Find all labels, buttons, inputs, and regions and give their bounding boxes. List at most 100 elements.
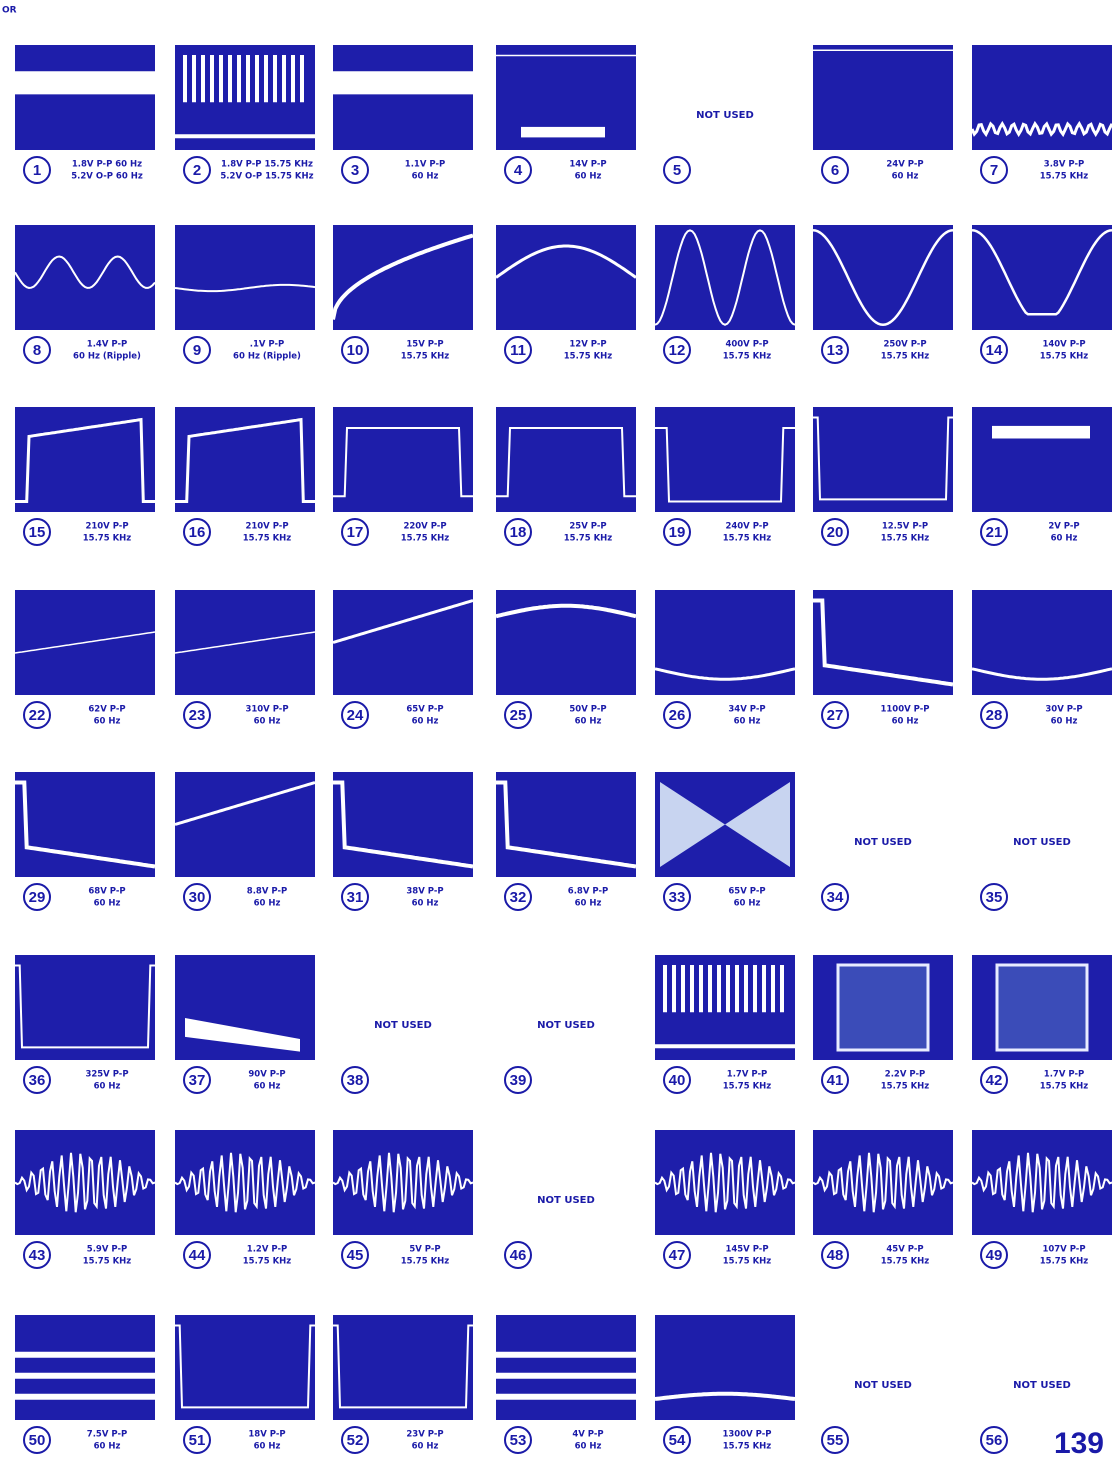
number-circle <box>663 1241 691 1269</box>
caption: 50V P-P <box>569 705 606 715</box>
item-number: 2 <box>193 162 201 179</box>
trace <box>521 126 605 138</box>
scope-screen <box>655 1130 795 1235</box>
item-number: 45 <box>347 1247 364 1264</box>
scope-screen <box>333 772 473 877</box>
caption: 60 Hz <box>94 717 121 727</box>
number-circle <box>183 156 211 184</box>
caption: 145V P-P <box>725 1245 768 1255</box>
number-circle <box>23 518 51 546</box>
scope-screen <box>15 772 155 877</box>
trace <box>995 963 1089 1052</box>
number-circle <box>821 1066 849 1094</box>
trace <box>717 965 721 1013</box>
trace <box>663 965 667 1013</box>
trace <box>495 603 637 619</box>
not-used-label: NOT USED <box>1013 1380 1071 1391</box>
number-circle <box>504 1426 532 1454</box>
trace <box>219 55 223 103</box>
trace <box>175 417 315 503</box>
not-used-label: NOT USED <box>1013 837 1071 848</box>
caption: 15.75 KHz <box>243 534 292 544</box>
trace <box>14 255 156 290</box>
not-used-label: NOT USED <box>854 1380 912 1391</box>
caption: 15.75 KHz <box>401 1257 450 1267</box>
scope-screen <box>496 772 636 877</box>
caption: 1.1V P-P <box>405 160 445 170</box>
item-number: 44 <box>189 1247 206 1264</box>
caption: 60 Hz (Ripple) <box>233 352 301 362</box>
trace <box>495 244 637 279</box>
caption: 325V P-P <box>85 1070 128 1080</box>
trace <box>300 55 304 103</box>
item-number: 6 <box>831 162 839 179</box>
caption: 210V P-P <box>245 522 288 532</box>
caption: 34V P-P <box>728 705 765 715</box>
number-circle <box>821 701 849 729</box>
caption: 62V P-P <box>88 705 125 715</box>
item-number: 9 <box>193 342 201 359</box>
item-number: 3 <box>351 162 359 179</box>
caption: 107V P-P <box>1042 1245 1085 1255</box>
item-number: 30 <box>189 889 206 906</box>
number-circle <box>663 1426 691 1454</box>
caption: 60 Hz <box>892 717 919 727</box>
caption: 18V P-P <box>248 1430 285 1440</box>
trace <box>681 965 685 1013</box>
caption: 15.75 KHz <box>723 1257 772 1267</box>
trace <box>15 417 155 503</box>
number-circle <box>183 1066 211 1094</box>
item-number: 56 <box>986 1432 1003 1449</box>
caption: 15.75 KHz <box>564 534 613 544</box>
caption: 38V P-P <box>406 887 443 897</box>
trace <box>15 780 156 869</box>
item-number: 7 <box>990 162 998 179</box>
trace <box>210 55 214 103</box>
number-circle <box>341 1241 369 1269</box>
caption: 220V P-P <box>403 522 446 532</box>
trace <box>708 965 712 1013</box>
caption: 60 Hz <box>94 1442 121 1452</box>
trace <box>971 667 1113 681</box>
number-circle <box>341 156 369 184</box>
item-number: 36 <box>29 1072 46 1089</box>
caption: 90V P-P <box>248 1070 285 1080</box>
item-number: 28 <box>986 707 1003 724</box>
caption: 25V P-P <box>569 522 606 532</box>
item-number: 25 <box>510 707 527 724</box>
item-number: 32 <box>510 889 527 906</box>
caption: 60 Hz <box>412 899 439 909</box>
trace <box>771 965 775 1013</box>
trace <box>175 134 315 139</box>
item-number: 10 <box>347 342 364 359</box>
page-number: 139 <box>1054 1427 1104 1460</box>
number-circle <box>821 518 849 546</box>
item-number: 53 <box>510 1432 527 1449</box>
number-circle <box>663 336 691 364</box>
scope-screen <box>655 1315 795 1420</box>
item-number: 48 <box>827 1247 844 1264</box>
item-number: 1 <box>33 162 41 179</box>
caption: 15.75 KHz <box>881 1082 930 1092</box>
number-circle <box>183 883 211 911</box>
number-circle <box>23 1066 51 1094</box>
number-circle <box>821 883 849 911</box>
scope-screen <box>972 590 1112 695</box>
trace <box>282 55 286 103</box>
caption: 1.2V P-P <box>247 1245 287 1255</box>
caption: 140V P-P <box>1042 340 1085 350</box>
item-number: 29 <box>29 889 46 906</box>
caption: 15.75 KHz <box>243 1257 292 1267</box>
caption: 15.75 KHz <box>1040 172 1089 182</box>
caption: .1V P-P <box>250 340 285 350</box>
scope-screen <box>496 1315 636 1420</box>
number-circle <box>663 1066 691 1094</box>
caption: 310V P-P <box>245 705 288 715</box>
scope-screen <box>813 225 953 330</box>
number-circle <box>23 1426 51 1454</box>
caption: 60 Hz <box>892 172 919 182</box>
item-number: 8 <box>33 342 41 359</box>
item-number: 15 <box>29 524 46 541</box>
scope-screen <box>496 407 636 512</box>
